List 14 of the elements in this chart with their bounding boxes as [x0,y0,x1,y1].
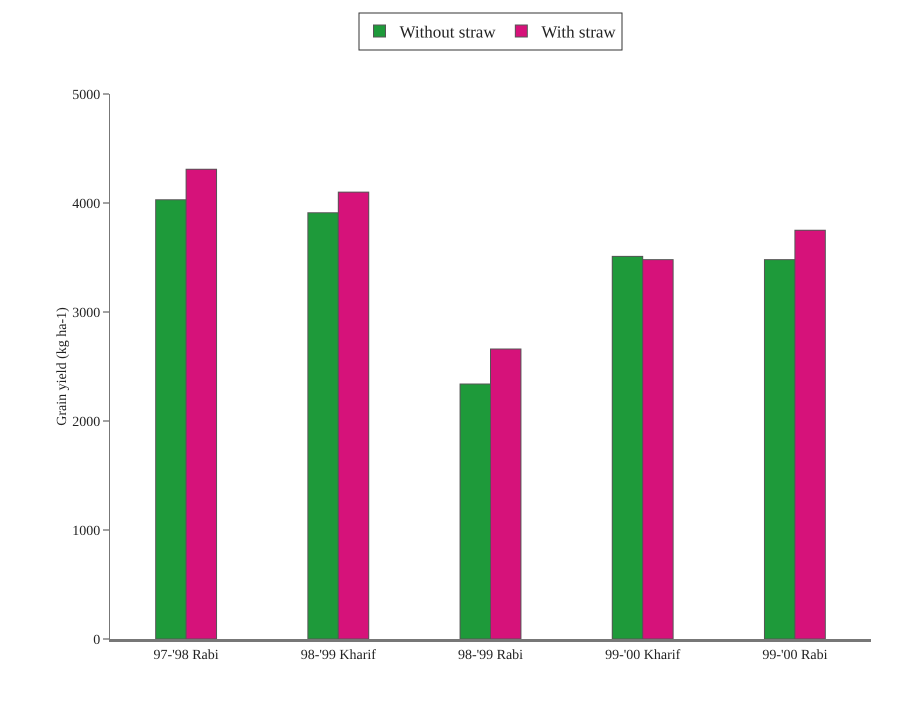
legend-label: With straw [541,22,616,42]
y-axis-title: Grain yield (kg ha-1) [55,306,70,426]
y-tick-label: 0 [93,632,100,648]
x-tick-label: 99-'00 Kharif [605,648,681,663]
y-tick-label: 5000 [72,88,100,103]
y-tick-label: 2000 [72,414,100,430]
x-tick-label: 99-'00 Rabi [762,648,828,663]
x-tick-label: 98-'99 Kharif [300,648,376,663]
y-tick-label: 3000 [72,306,100,321]
y-tick-label: 1000 [72,524,100,539]
y-tick-label: 4000 [72,196,100,212]
legend-label: Without straw [400,22,496,42]
x-tick-label: 98-'99 Rabi [458,648,524,663]
x-tick-label: 97-'98 Rabi [154,648,219,663]
